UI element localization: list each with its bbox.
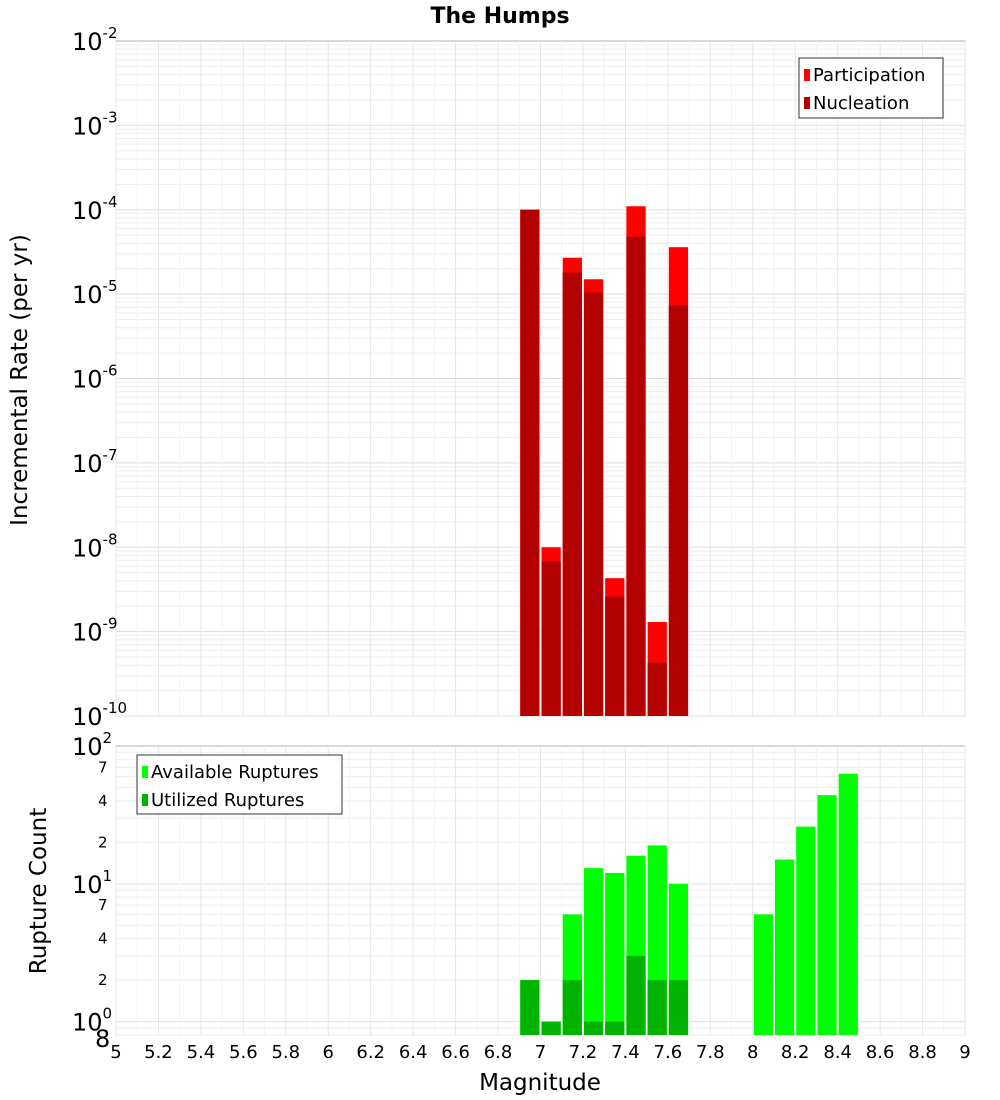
x-tick-label: 7.6 [654, 1042, 683, 1063]
available-ruptures-bar [753, 914, 773, 1035]
available-ruptures-bar [605, 872, 625, 1035]
available-ruptures-bar [583, 868, 604, 1035]
available-ruptures-bar [774, 859, 795, 1035]
bottom-y-axis-label: Rupture Count [26, 808, 52, 974]
utilized-ruptures-bar [562, 980, 582, 1035]
utilized-ruptures-bar [583, 1021, 604, 1035]
y-tick-label: 10-8 [72, 530, 118, 562]
legend-box [136, 754, 343, 815]
nucleation-bar [668, 305, 689, 716]
utilized-ruptures-bar [541, 1021, 561, 1035]
top-y-axis-label: Incremental Rate (per yr) [7, 234, 33, 526]
y-tick-label: 101 [72, 867, 112, 899]
x-tick-label: 8 [747, 1042, 758, 1063]
x-tick-label: 6.2 [356, 1042, 385, 1063]
x-tick-label: 5.8 [271, 1042, 300, 1063]
legend-label: Participation [813, 65, 925, 86]
x-tick-label: 6.8 [484, 1042, 513, 1063]
legend-label: Nucleation [813, 93, 909, 114]
y-tick-label: 10-3 [72, 108, 118, 140]
x-tick-label: 5.6 [229, 1042, 258, 1063]
x-tick-label: 7.8 [696, 1042, 725, 1063]
y-tick-label: 10-10 [72, 699, 127, 731]
bottom-bars [520, 773, 858, 1035]
x-tick-labels: 5 5.2 5.4 5.6 5.8 6 6.2 6.4 6.6 6.8 7 7.2 7.4 7.6 7.8 8… [110, 1042, 970, 1063]
x-tick-label: 6 [323, 1042, 334, 1063]
available-ruptures-bar [796, 826, 816, 1035]
legend-box [798, 57, 944, 119]
x-tick-label: 9 [959, 1042, 970, 1063]
legend-swatch [804, 69, 810, 81]
utilized-ruptures-bar [520, 980, 540, 1035]
x-tick-label: 7.4 [611, 1042, 640, 1063]
utilized-ruptures-bar [647, 980, 667, 1035]
y-tick-label: 100 [72, 1005, 112, 1037]
nucleation-bar [583, 292, 604, 716]
y-minor-tick-label: 2 [98, 833, 108, 851]
x-axis-label: Magnitude [479, 1070, 601, 1096]
x-tick-label: 6.6 [441, 1042, 470, 1063]
nucleation-bar [605, 596, 625, 716]
bottom-y-tick-labels: 102 101 100 7 4 2 7 4 2 8 [72, 729, 112, 1053]
nucleation-bar [541, 561, 561, 716]
top-y-tick-labels: 10-2 10-3 10-4 10-5 10-6 10-7 10-8 10-9 10-10 [72, 24, 127, 731]
y-tick-label: 10-5 [72, 277, 118, 309]
legend-label: Utilized Ruptures [151, 790, 304, 811]
legend-swatch [142, 766, 148, 778]
utilized-ruptures-bar [605, 1021, 625, 1035]
x-tick-label: 8.4 [823, 1042, 852, 1063]
bottom-legend: Available Ruptures Utilized Ruptures [136, 754, 343, 815]
top-plot: 10-2 10-3 10-4 10-5 10-6 10-7 10-8 10-9 10-10 In… [7, 24, 966, 731]
x-tick-label: 5 [110, 1042, 121, 1063]
y-minor-tick-label: 4 [98, 792, 108, 810]
bottom-plot: 102 101 100 7 4 2 7 4 2 8 Rupture Count Available… [26, 729, 971, 1096]
legend-swatch [142, 794, 148, 806]
y-minor-tick-label: 7 [98, 758, 108, 776]
chart-title: The Humps [430, 4, 569, 29]
top-bars [520, 206, 689, 716]
x-tick-label: 5.2 [144, 1042, 173, 1063]
y-tick-label: 10-2 [72, 24, 118, 56]
utilized-ruptures-bar [668, 980, 689, 1035]
y-minor-tick-label: 2 [98, 971, 108, 989]
x-tick-label: 8.8 [908, 1042, 937, 1063]
nucleation-bar [647, 662, 667, 716]
y-tick-label: 10-4 [72, 193, 118, 225]
y-minor-tick-label: 8 [95, 1025, 110, 1053]
y-minor-tick-label: 4 [98, 930, 108, 948]
y-tick-label: 10-9 [72, 615, 118, 647]
x-tick-label: 5.4 [187, 1042, 216, 1063]
x-tick-label: 6.4 [399, 1042, 428, 1063]
utilized-ruptures-bar [626, 955, 646, 1035]
legend-label: Available Ruptures [151, 762, 319, 783]
y-minor-tick-label: 7 [98, 896, 108, 914]
x-tick-label: 8.6 [866, 1042, 895, 1063]
legend-swatch [804, 97, 810, 109]
y-tick-label: 10-6 [72, 362, 118, 394]
y-tick-label: 102 [72, 729, 112, 761]
nucleation-bar [626, 236, 646, 716]
x-tick-label: 8.2 [781, 1042, 810, 1063]
nucleation-bar [562, 272, 582, 716]
x-tick-label: 7.2 [569, 1042, 598, 1063]
top-legend: Participation Nucleation [798, 57, 944, 119]
available-ruptures-bar [817, 795, 837, 1035]
available-ruptures-bar [838, 773, 858, 1035]
y-tick-label: 10-7 [72, 446, 118, 478]
nucleation-bar [520, 209, 540, 716]
x-tick-label: 7 [535, 1042, 546, 1063]
top-gridlines [115, 41, 966, 717]
